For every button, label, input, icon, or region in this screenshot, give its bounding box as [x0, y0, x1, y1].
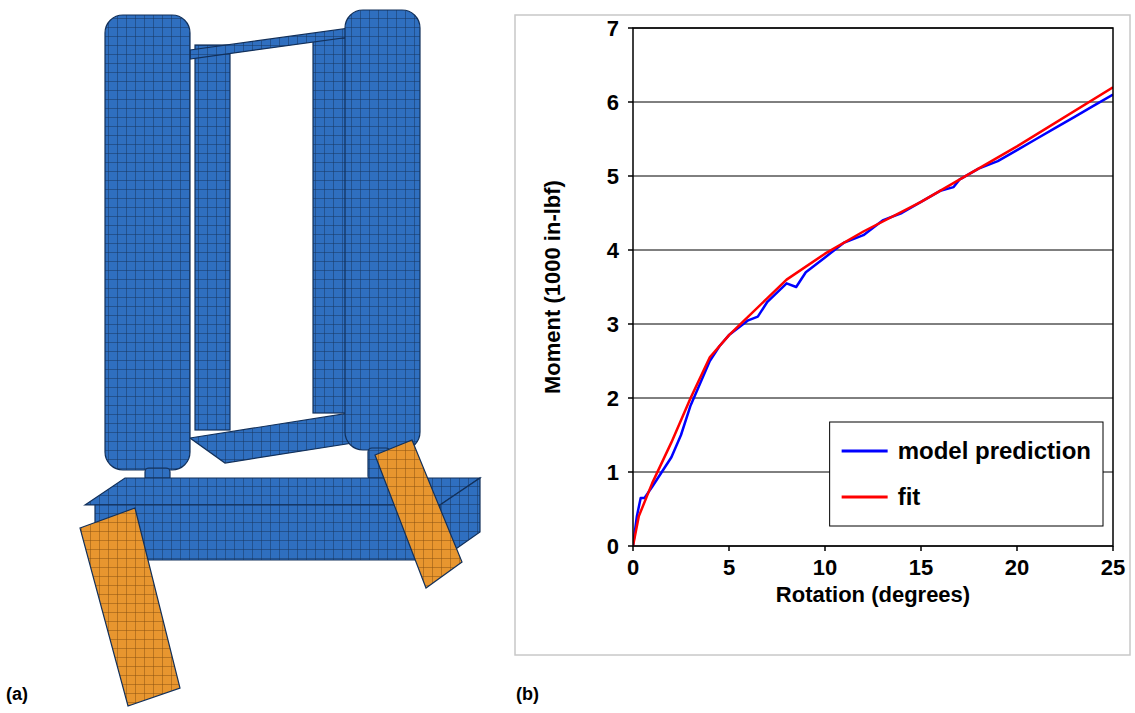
y-tick — [628, 249, 633, 251]
inner-strip — [195, 45, 230, 430]
series-line — [633, 87, 1113, 546]
x-tick — [1112, 546, 1114, 551]
legend: model prediction fit — [830, 422, 1103, 526]
grid-line — [633, 250, 1113, 251]
legend-swatch — [842, 496, 888, 499]
y-axis-title: Moment (1000 in-lbf) — [540, 180, 565, 394]
x-tick-label: 0 — [627, 555, 639, 580]
legend-box — [830, 422, 1103, 526]
inner-strip — [313, 38, 346, 413]
y-tick — [628, 323, 633, 325]
x-tick — [920, 546, 922, 551]
y-tick-label: 2 — [607, 386, 619, 411]
y-tick-label: 5 — [607, 164, 619, 189]
y-tick — [628, 101, 633, 103]
x-tick-label: 25 — [1101, 555, 1125, 580]
legend-swatch — [842, 450, 888, 453]
mesh-model — [80, 10, 480, 706]
x-tick — [728, 546, 730, 551]
grid-line — [633, 176, 1113, 177]
panel-label: (a) — [6, 684, 28, 704]
beam-front — [95, 505, 440, 560]
panel-label: (b) — [516, 684, 539, 704]
series-line — [633, 95, 1113, 546]
y-tick-label: 7 — [607, 16, 619, 41]
x-tick-label: 15 — [909, 555, 933, 580]
figure: 0 5 10 15 20 25 0 1 2 3 4 5 6 7 Rotation (degrees) Mome… — [0, 0, 1135, 713]
y-tick-label: 4 — [607, 238, 620, 263]
y-tick — [628, 471, 633, 473]
x-tick-label: 20 — [1005, 555, 1029, 580]
post — [345, 10, 420, 450]
x-tick-label: 10 — [813, 555, 837, 580]
y-tick — [628, 545, 633, 547]
leg — [375, 440, 462, 588]
y-tick — [628, 397, 633, 399]
y-tick — [628, 27, 633, 29]
legend-label: fit — [898, 483, 921, 510]
top-plate — [190, 28, 350, 59]
grid-line — [633, 324, 1113, 325]
grid-line — [633, 398, 1113, 399]
x-axis-title: Rotation (degrees) — [776, 582, 970, 607]
plot-frame — [633, 28, 1113, 546]
leg — [80, 508, 180, 706]
y-tick-label: 1 — [607, 460, 619, 485]
grid-line — [633, 102, 1113, 103]
panel-frame — [515, 15, 1130, 655]
y-tick-label: 6 — [607, 90, 619, 115]
legend-label: model prediction — [898, 437, 1091, 464]
x-tick — [824, 546, 826, 551]
series-group — [633, 87, 1113, 546]
y-tick-label: 0 — [607, 534, 619, 559]
x-tick-label: 5 — [723, 555, 735, 580]
y-tick — [628, 175, 633, 177]
y-tick-label: 3 — [607, 312, 619, 337]
post — [105, 15, 190, 470]
x-tick — [1016, 546, 1018, 551]
